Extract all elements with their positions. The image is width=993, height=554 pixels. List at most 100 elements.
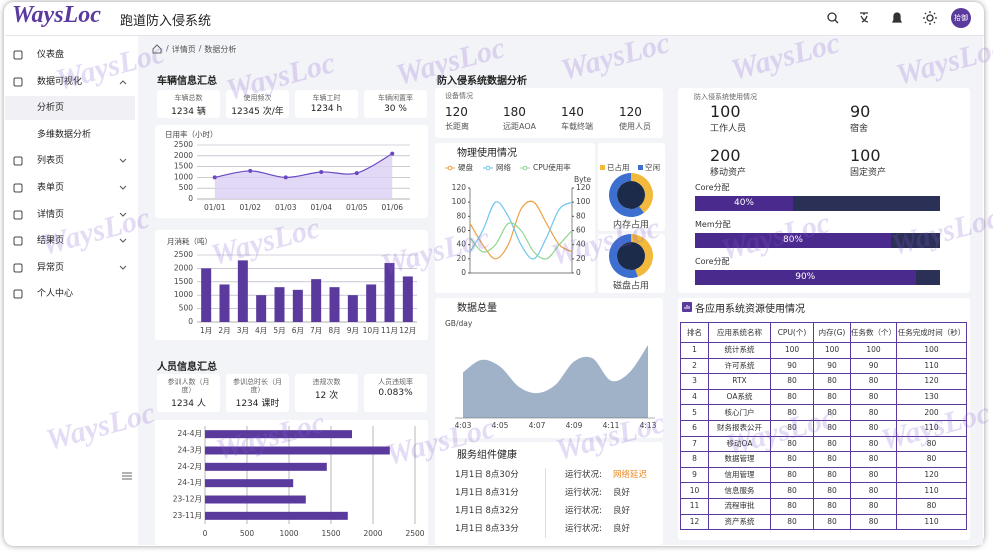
table-cell: 7 — [680, 435, 709, 453]
pie-slice — [609, 234, 638, 278]
menu-icon — [13, 183, 23, 193]
table-cell: OA系统 — [708, 388, 771, 406]
y-tick-label: 23-11月 — [173, 511, 202, 520]
x-tick-label: 1500 — [321, 529, 340, 538]
bar — [205, 446, 390, 455]
avatar[interactable] — [951, 8, 971, 28]
icon-shape — [13, 50, 23, 60]
chart: 磁盘占用 — [609, 234, 653, 292]
x-tick-label: 4:07 — [529, 421, 546, 430]
table-cell: 110 — [896, 419, 967, 437]
card: 数据总量 GB/day 4:03 4:05 4:07 4:09 4:11 4:13 — [435, 298, 663, 438]
icon-shape — [13, 156, 23, 166]
table-cell: 80 — [770, 497, 814, 515]
table-cell: 许可系统 — [708, 357, 771, 375]
stat-value: 12345 次/年 — [231, 107, 284, 117]
resource-value: 100 — [850, 146, 881, 165]
menu-item[interactable]: 详情页 — [37, 209, 65, 220]
header-cell: CPU(个) — [770, 322, 814, 343]
resource-label: 工作人员 — [710, 124, 747, 134]
table-cell: 80 — [813, 373, 851, 390]
y2-axis-label: Byte — [574, 175, 592, 184]
chevron — [119, 159, 127, 164]
table-row: 8 数据管理 80 80 80 80 — [680, 451, 967, 468]
translate-icon[interactable] — [860, 12, 869, 23]
status-value: 良好 — [613, 488, 631, 498]
table-cell: 80 — [850, 513, 897, 531]
search-icon[interactable] — [827, 12, 837, 22]
menu-item[interactable]: 表单页 — [37, 183, 65, 193]
chevron-shape — [119, 265, 127, 270]
stat-value: 1234 h — [310, 104, 343, 114]
table-cell: 80 — [770, 373, 814, 390]
axis-label: 月消耗（吨） — [167, 236, 212, 246]
table-cell: 财务报表公开 — [708, 419, 771, 437]
y-tick-label: 24-3月 — [177, 446, 202, 455]
menu-item[interactable]: 多维数据分析 — [37, 129, 92, 140]
stat-card: 违规次数 12 次 — [295, 374, 358, 412]
table-cell: 1 — [680, 342, 709, 359]
menu-item[interactable]: 列表页 — [37, 156, 65, 167]
menu-item[interactable]: 仪表盘 — [37, 50, 65, 60]
axis-label: 日用率（小时） — [165, 129, 218, 139]
menu-item[interactable]: 分析页 — [37, 103, 65, 114]
table-cell: 80 — [770, 451, 814, 468]
icon-shape — [13, 289, 23, 299]
menu-item[interactable]: 个人中心 — [37, 289, 74, 300]
chevron — [119, 185, 127, 190]
y-tick-label: 24-4月 — [177, 429, 202, 438]
table-cell: 统计系统 — [708, 342, 771, 359]
card: 日用率（小时） 0 500 1000 1500 2000 2500 01/01 01/02 01/… — [155, 125, 428, 218]
point — [319, 170, 324, 174]
chart-title: 物理使用情况 — [457, 146, 517, 159]
table-cell: 80 — [770, 435, 814, 453]
bar — [347, 295, 358, 322]
table-cell: 6 — [680, 419, 709, 437]
legend-label: CPU使用率 — [533, 162, 571, 172]
table-row: 5 核心门户 80 80 80 200 — [680, 404, 967, 421]
home-icon[interactable] — [152, 44, 162, 54]
x-tick-label: 4:05 — [492, 421, 509, 430]
table-cell: 80 — [813, 419, 851, 437]
card — [435, 143, 595, 293]
stat-card: 使用频次 12345 次/年 — [226, 90, 289, 118]
resource-value: 100 — [710, 102, 741, 121]
stat-value: 1234 人 — [171, 399, 206, 409]
theme-icon[interactable] — [926, 14, 934, 22]
collapse-icon[interactable] — [120, 470, 134, 482]
pie-title: 内存占用 — [613, 219, 649, 231]
point — [390, 151, 395, 156]
table-cell: 100 — [850, 342, 897, 359]
table-cell: 4 — [680, 388, 709, 406]
bar — [219, 284, 230, 322]
series-line — [469, 200, 573, 260]
section-title: 人员信息汇总 — [157, 362, 217, 373]
legend-marker — [600, 165, 605, 170]
table-cell: 80 — [896, 435, 967, 453]
bar — [205, 511, 348, 520]
y2-tick-label: 100 — [576, 197, 591, 206]
card-title: 服务组件健康 — [457, 450, 517, 461]
table-cell: 80 — [770, 513, 814, 531]
breadcrumb-item: 数据分析 — [204, 45, 237, 54]
menu-item[interactable]: 异常页 — [37, 262, 65, 273]
y2-tick-label: 120 — [576, 183, 591, 192]
chevron — [119, 265, 127, 270]
x-tick-label: 4:09 — [566, 421, 583, 430]
menu-item[interactable]: 数据可视化 — [37, 76, 83, 87]
table-cell: 80 — [813, 513, 851, 531]
table-cell: 130 — [896, 388, 967, 406]
legend-marker — [485, 165, 491, 171]
table-cell: 资产系统 — [708, 513, 771, 531]
header-cell: 任务完成时间（秒） — [896, 322, 967, 343]
bell-icon[interactable] — [891, 12, 903, 23]
table-cell: 数据管理 — [708, 451, 771, 468]
status-label: 运行状况: — [565, 506, 602, 516]
resource-label: 固定资产 — [850, 168, 887, 178]
stat-label: 车辆闲置率 — [378, 94, 413, 102]
table-cell: 80 — [813, 435, 851, 453]
breadcrumb: / 详情页 / 数据分析 — [166, 44, 236, 55]
menu-item[interactable]: 结果页 — [37, 236, 65, 247]
point — [283, 175, 288, 180]
